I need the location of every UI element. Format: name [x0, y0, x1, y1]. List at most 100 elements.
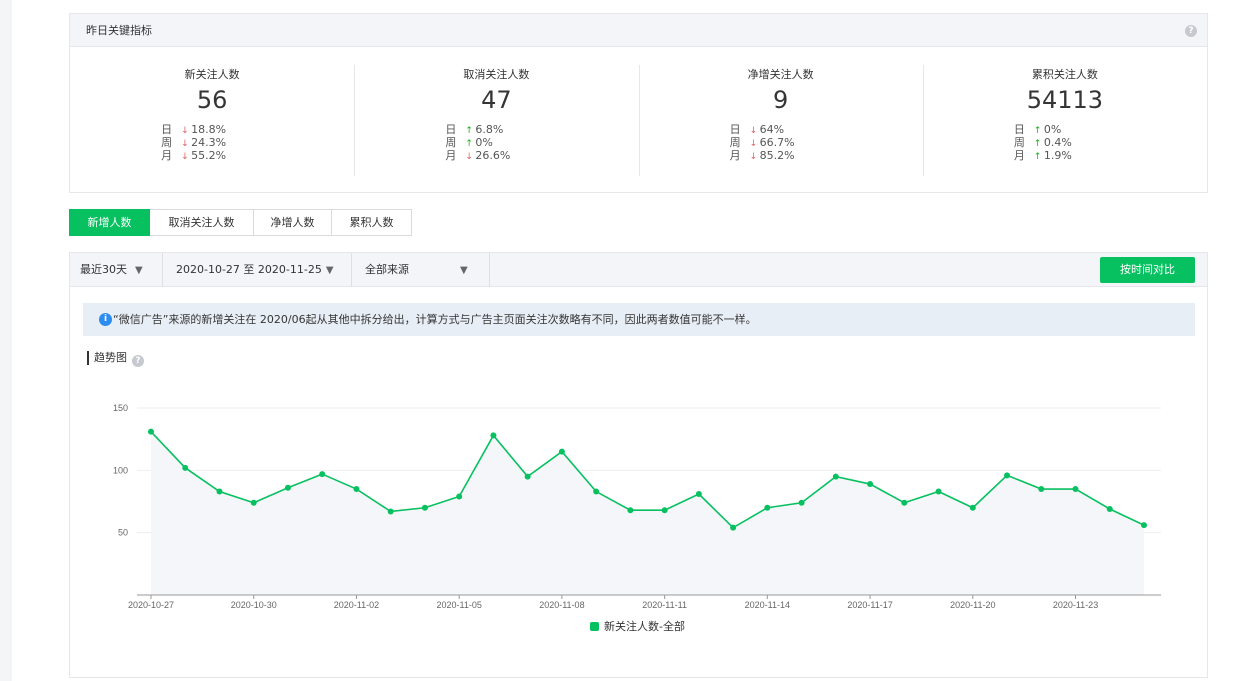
trend-arrow-icon: ↓	[465, 152, 473, 162]
change-label: 周	[161, 136, 173, 149]
data-point	[798, 499, 805, 506]
chevron-down-icon: ▼	[135, 265, 143, 276]
change-row-day: 日 ↑ 0%	[1014, 123, 1096, 136]
chevron-down-icon: ▼	[460, 265, 468, 276]
trend-chart: 50 100 150 2020-10-27 2020-10-30 2020-11-02 20…	[113, 403, 1161, 610]
data-point	[1038, 486, 1045, 493]
change-percent: 0%	[475, 136, 493, 149]
data-point	[867, 481, 874, 488]
series-line	[150, 431, 1145, 529]
change-row-month: 月 ↑ 1.9%	[1014, 149, 1096, 162]
y-tick-label: 100	[113, 465, 128, 475]
change-percent: 66.7%	[759, 136, 795, 149]
date-range-picker[interactable]: 2020-10-27 至 2020-11-25 ▼	[176, 253, 334, 287]
data-point	[969, 504, 976, 511]
series-area	[151, 431, 1144, 595]
change-percent: 18.8%	[191, 123, 227, 136]
filter-divider	[351, 253, 352, 287]
trend-arrow-icon: ↑	[1033, 126, 1042, 136]
legend-label: 新关注人数-全部	[604, 620, 685, 633]
change-percent: 55.2%	[191, 149, 227, 162]
tab-unfollowers[interactable]: 取消关注人数	[150, 209, 254, 236]
metric-value: 9	[772, 86, 789, 114]
change-label: 日	[445, 123, 457, 136]
trend-arrow-icon: ↑	[465, 126, 473, 136]
change-label: 月	[1013, 149, 1025, 162]
info-icon: i	[99, 313, 112, 326]
change-row-week: 周 ↓ 24.3%	[161, 136, 243, 149]
x-tick-label: 2020-11-11	[642, 600, 687, 610]
metric-changes: 日 ↓ 64% 周 ↓ 66.7% 月 ↓ 85.2%	[730, 123, 812, 162]
trend-arrow-icon: ↓	[749, 139, 758, 149]
change-percent: 0%	[1043, 123, 1062, 136]
change-row-week: 周 ↑ 0%	[445, 136, 527, 149]
notice-text: “微信广告”来源的新增关注在 2020/06起从其他中拆分给出，计算方式与广告主…	[113, 313, 757, 326]
filter-bar: 最近30天 ▼ 2020-10-27 至 2020-11-25 ▼ 全部来源 ▼ 按时…	[70, 253, 1207, 287]
trend-arrow-icon: ↓	[749, 152, 758, 162]
change-percent: 64%	[759, 123, 785, 136]
data-point	[593, 488, 600, 495]
data-point	[490, 432, 497, 439]
data-point	[456, 493, 463, 500]
x-tick-label: 2020-11-05	[436, 600, 481, 610]
info-notice: i “微信广告”来源的新增关注在 2020/06起从其他中拆分给出，计算方式与广…	[83, 303, 1195, 336]
data-point	[730, 524, 737, 531]
trend-arrow-icon: ↑	[465, 139, 473, 149]
trend-chart-title: 趋势图?	[87, 351, 144, 367]
metric-value: 54113	[1026, 86, 1104, 114]
tab-new-followers[interactable]: 新增人数	[69, 209, 150, 236]
change-percent: 85.2%	[759, 149, 795, 162]
tab-total-followers[interactable]: 累积人数	[332, 209, 412, 236]
x-tick-label: 2020-11-20	[950, 600, 995, 610]
change-label: 周	[445, 136, 457, 149]
data-point	[832, 473, 839, 480]
data-point	[935, 488, 942, 495]
x-tick-label: 2020-10-27	[128, 600, 174, 610]
metric-tabs: 新增人数 取消关注人数 净增人数 累积人数	[69, 209, 412, 236]
key-metrics-header: 昨日关键指标 ?	[70, 14, 1207, 47]
help-icon[interactable]: ?	[132, 355, 144, 367]
metric-title: 累积关注人数	[1031, 68, 1098, 81]
chart-legend[interactable]: 新关注人数-全部	[590, 620, 685, 634]
help-icon[interactable]: ?	[1185, 25, 1197, 37]
data-point	[1106, 505, 1113, 512]
data-point	[216, 488, 223, 495]
source-select[interactable]: 全部来源 ▼	[365, 253, 468, 287]
key-metrics-title: 昨日关键指标	[86, 24, 152, 37]
metric-value: 47	[481, 86, 512, 114]
change-percent: 6.8%	[475, 123, 504, 136]
metric-changes: 日 ↓ 18.8% 周 ↓ 24.3% 月 ↓ 55.2%	[161, 123, 243, 162]
metric-title: 取消关注人数	[463, 68, 530, 81]
change-row-day: 日 ↓ 64%	[730, 123, 812, 136]
change-label: 月	[729, 149, 741, 162]
y-tick-label: 50	[118, 528, 128, 538]
metric-value: 56	[196, 86, 228, 114]
x-tick-label: 2020-11-23	[1053, 600, 1098, 610]
tab-net-growth[interactable]: 净增人数	[254, 209, 332, 236]
period-select[interactable]: 最近30天 ▼	[80, 253, 143, 287]
trend-arrow-icon: ↓	[181, 139, 189, 149]
compare-by-time-button[interactable]: 按时间对比	[1100, 257, 1195, 283]
data-point	[627, 507, 634, 514]
data-point	[353, 486, 360, 493]
filter-divider	[162, 253, 163, 287]
data-point	[284, 484, 291, 491]
change-label: 日	[729, 123, 741, 136]
trend-arrow-icon: ↓	[749, 126, 758, 136]
change-label: 月	[161, 149, 173, 162]
change-percent: 1.9%	[1043, 149, 1072, 162]
data-point	[661, 507, 668, 514]
key-metrics-panel: 昨日关键指标 ? 新关注人数 56 日 ↓ 18.8% 周 ↓ 24.3% 月 ↓ 55.2…	[69, 13, 1208, 193]
metric-changes: 日 ↑ 6.8% 周 ↑ 0% 月 ↓ 26.6%	[445, 123, 527, 162]
data-point	[901, 499, 908, 506]
trend-arrow-icon: ↓	[181, 152, 189, 162]
data-point	[764, 504, 771, 511]
y-tick-label: 150	[113, 403, 128, 413]
trend-arrow-icon: ↑	[1033, 152, 1042, 162]
change-row-day: 日 ↑ 6.8%	[445, 123, 527, 136]
chevron-down-icon: ▼	[325, 265, 334, 276]
change-row-month: 月 ↓ 85.2%	[730, 149, 812, 162]
x-tick-label: 2020-11-17	[847, 600, 892, 610]
change-row-month: 月 ↓ 26.6%	[445, 149, 527, 162]
period-select-value: 最近30天	[80, 263, 127, 276]
